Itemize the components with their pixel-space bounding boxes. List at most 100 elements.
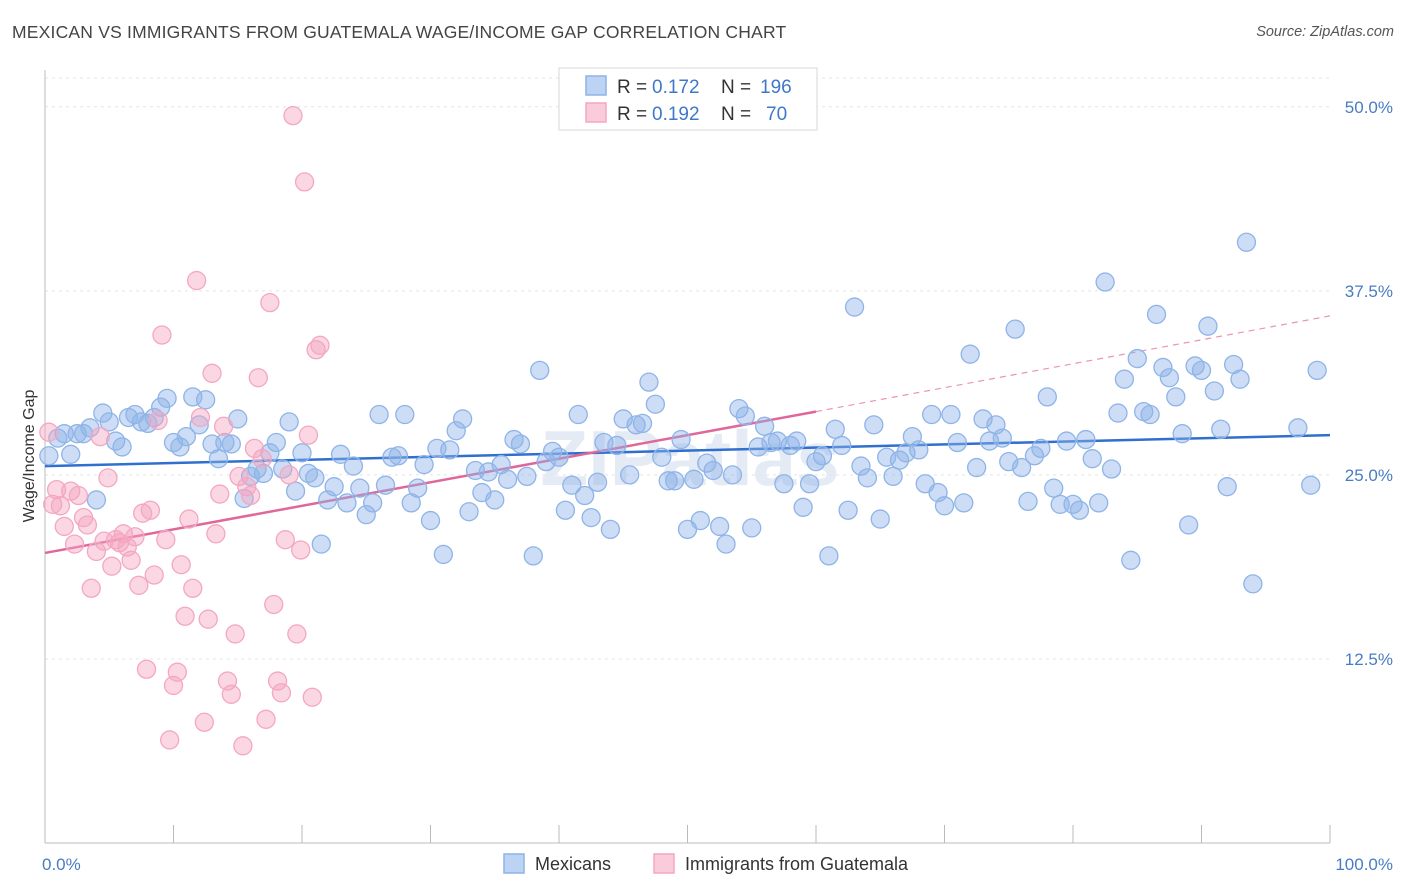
point-guatemala-42 xyxy=(206,524,226,544)
point-mexicans-11 xyxy=(112,437,132,457)
point-mexicans-7 xyxy=(86,490,107,510)
point-mexicans-171 xyxy=(1140,404,1160,425)
point-mexicans-20 xyxy=(170,437,190,457)
point-mexicans-46 xyxy=(337,493,357,513)
point-mexicans-71 xyxy=(497,469,518,489)
point-mexicans-151 xyxy=(1011,457,1032,478)
point-mexicans-95 xyxy=(652,447,672,467)
point-guatemala-14 xyxy=(98,468,118,488)
point-mexicans-135 xyxy=(909,440,929,460)
point-mexicans-144 xyxy=(966,457,987,478)
point-guatemala-57 xyxy=(264,594,284,615)
point-mexicans-96 xyxy=(658,471,678,491)
x-tick-label-0: 0.0% xyxy=(42,855,81,874)
point-mexicans-187 xyxy=(1243,574,1263,594)
point-guatemala-9 xyxy=(77,515,98,535)
point-mexicans-141 xyxy=(947,432,967,453)
point-mexicans-91 xyxy=(626,415,646,435)
point-guatemala-34 xyxy=(175,606,195,626)
point-mexicans-118 xyxy=(799,474,820,494)
point-mexicans-156 xyxy=(1044,478,1064,498)
point-mexicans-148 xyxy=(992,428,1012,448)
point-mexicans-80 xyxy=(555,500,576,520)
point-mexicans-142 xyxy=(954,493,974,513)
point-guatemala-58 xyxy=(267,671,288,691)
point-mexicans-143 xyxy=(960,344,980,364)
point-guatemala-64 xyxy=(291,540,311,560)
point-mexicans-93 xyxy=(639,372,659,392)
point-mexicans-177 xyxy=(1179,515,1199,535)
point-mexicans-92 xyxy=(632,413,653,434)
legend-n-value-2: 70 xyxy=(766,104,787,125)
point-guatemala-24 xyxy=(136,659,157,679)
point-mexicans-109 xyxy=(742,518,762,538)
point-mexicans-122 xyxy=(825,419,845,439)
point-mexicans-189 xyxy=(1301,475,1321,495)
point-guatemala-3 xyxy=(50,496,71,516)
legend-r-value-1: 0.172 xyxy=(652,77,700,98)
point-mexicans-48 xyxy=(350,478,370,498)
point-guatemala-2 xyxy=(46,479,67,500)
point-mexicans-26 xyxy=(208,449,229,469)
legend-r-value-2: 0.192 xyxy=(652,104,700,125)
point-guatemala-10 xyxy=(81,578,101,598)
point-mexicans-121 xyxy=(819,546,839,566)
legend-swatch-mexicans xyxy=(585,75,607,96)
point-mexicans-41 xyxy=(305,468,325,488)
point-guatemala-62 xyxy=(283,105,303,126)
point-guatemala-48 xyxy=(229,466,249,487)
point-guatemala-41 xyxy=(202,363,222,383)
point-guatemala-63 xyxy=(287,624,307,644)
y-tick-label-3: 50.0% xyxy=(1345,98,1393,117)
point-guatemala-6 xyxy=(64,534,85,554)
legend-swatch-guatemala xyxy=(585,102,607,123)
point-guatemala-35 xyxy=(179,509,199,529)
point-mexicans-172 xyxy=(1146,304,1167,325)
point-mexicans-174 xyxy=(1159,368,1180,388)
point-mexicans-64 xyxy=(452,409,473,429)
point-mexicans-126 xyxy=(851,456,871,476)
y-tick-label-1: 25.0% xyxy=(1345,466,1393,485)
point-mexicans-38 xyxy=(285,481,306,501)
point-guatemala-52 xyxy=(244,438,265,459)
point-mexicans-140 xyxy=(941,404,961,425)
point-mexicans-97 xyxy=(665,471,685,491)
point-mexicans-154 xyxy=(1031,438,1051,459)
point-guatemala-60 xyxy=(275,530,295,550)
point-mexicans-114 xyxy=(774,474,794,494)
chart-title: MEXICAN VS IMMIGRANTS FROM GUATEMALA WAG… xyxy=(12,22,787,42)
point-mexicans-173 xyxy=(1153,357,1173,378)
x-tick-label-1: 100.0% xyxy=(1335,855,1393,874)
gridlines xyxy=(45,77,1330,660)
point-guatemala-7 xyxy=(68,485,89,506)
point-guatemala-28 xyxy=(152,325,172,345)
point-mexicans-104 xyxy=(709,516,730,537)
point-mexicans-125 xyxy=(844,297,865,317)
point-mexicans-164 xyxy=(1095,272,1115,292)
point-guatemala-1 xyxy=(43,494,63,515)
point-mexicans-105 xyxy=(716,534,736,554)
point-mexicans-155 xyxy=(1037,387,1057,407)
point-mexicans-45 xyxy=(330,444,351,464)
point-mexicans-186 xyxy=(1236,232,1257,252)
point-mexicans-179 xyxy=(1191,360,1212,381)
point-guatemala-32 xyxy=(167,662,188,682)
point-guatemala-12 xyxy=(90,426,110,447)
point-guatemala-25 xyxy=(140,500,161,520)
point-mexicans-69 xyxy=(485,490,505,510)
point-mexicans-150 xyxy=(1005,319,1025,339)
point-mexicans-107 xyxy=(729,398,749,419)
point-mexicans-53 xyxy=(382,447,402,467)
point-guatemala-22 xyxy=(129,575,149,595)
point-mexicans-101 xyxy=(690,510,710,531)
point-guatemala-0 xyxy=(39,422,59,442)
point-mexicans-117 xyxy=(793,497,813,517)
point-mexicans-162 xyxy=(1082,449,1102,469)
point-guatemala-47 xyxy=(225,624,245,644)
point-mexicans-131 xyxy=(883,466,903,487)
point-mexicans-37 xyxy=(279,412,299,432)
point-mexicans-103 xyxy=(703,460,723,481)
y-tick-label-0: 12.5% xyxy=(1345,650,1393,669)
point-mexicans-190 xyxy=(1307,360,1327,381)
bottom-legend-swatch-guatemala xyxy=(653,853,675,874)
